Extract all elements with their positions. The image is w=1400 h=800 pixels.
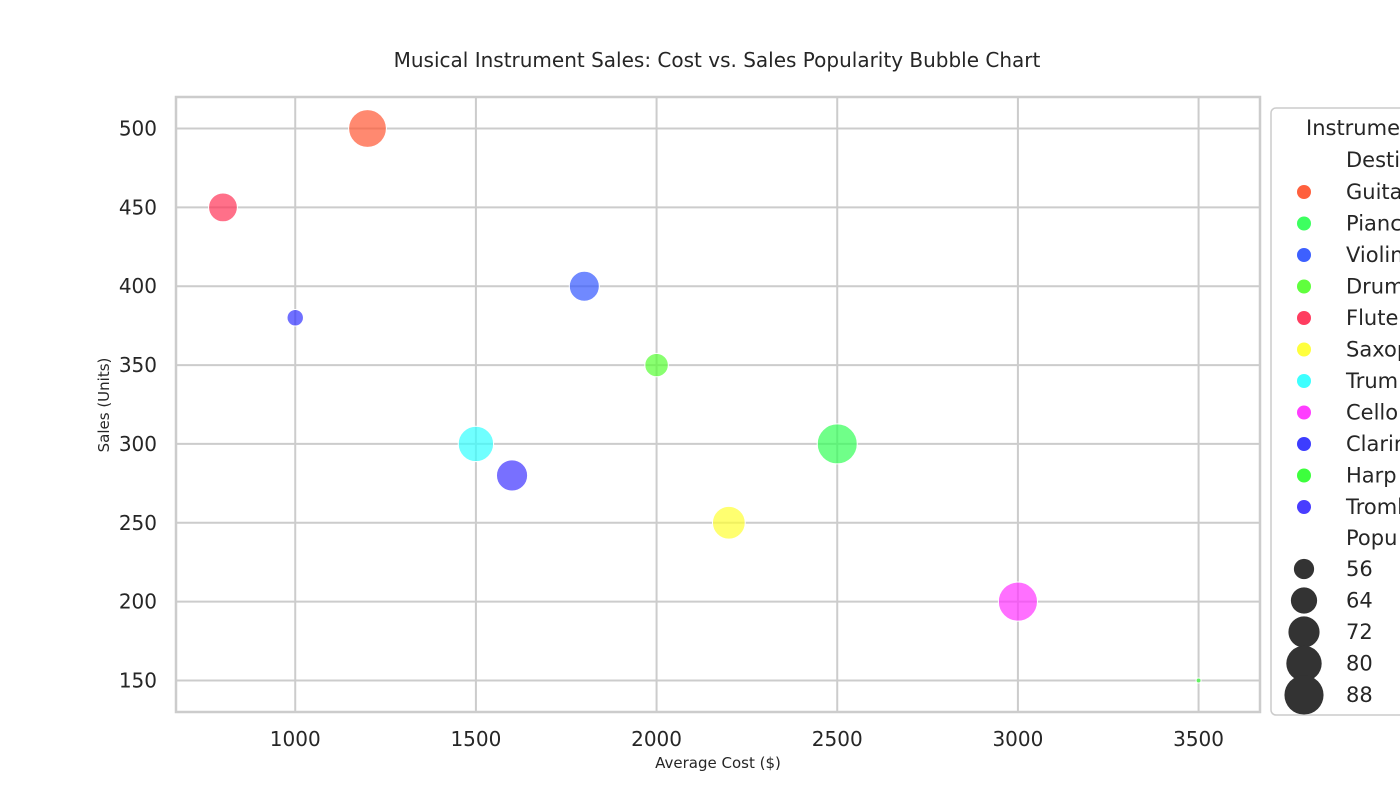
legend-hue-entries: Guita Pianc Violin Drum Flute Saxop Trump Cello…: [1297, 180, 1400, 519]
legend: Instrume Destir Guita Pianc Violin Drum Flut…: [1270, 107, 1400, 716]
bubble-point: [568, 270, 600, 302]
legend-hue-label: Trump: [1345, 369, 1400, 393]
legend-size-label: 88: [1346, 683, 1373, 707]
legend-color-marker: [1297, 279, 1311, 294]
y-tick-label: 500: [119, 117, 157, 141]
legend-size-label: 64: [1346, 589, 1373, 613]
legend-color-marker: [1297, 500, 1311, 514]
bubble-point: [997, 581, 1038, 622]
legend-hue-label: Clarin: [1346, 432, 1400, 456]
chart-title: Musical Instrument Sales: Cost vs. Sales…: [394, 48, 1041, 72]
legend-color-marker: [1297, 185, 1311, 199]
x-tick-label: 2500: [812, 727, 863, 751]
y-tick-label: 400: [119, 274, 157, 298]
legend-title: Instrume: [1306, 116, 1400, 140]
bubble-point: [208, 192, 238, 223]
plot-frame: [174, 95, 1262, 714]
y-axis-label: Sales (Units): [95, 358, 113, 453]
legend-hue-label: Flute: [1346, 306, 1398, 330]
y-tick-labels: 150 200 250 300 350 400 450 500: [119, 117, 157, 693]
legend-size-marker: [1293, 558, 1315, 580]
legend-hue-label: Tromb: [1345, 495, 1400, 519]
bubble-point: [495, 459, 529, 492]
bubble-point: [457, 425, 495, 463]
legend-size-marker: [1284, 675, 1324, 715]
x-tick-label: 1000: [270, 727, 321, 751]
legend-size-title: Popu: [1346, 526, 1397, 550]
legend-size-label: 80: [1346, 652, 1373, 676]
y-tick-label: 150: [119, 668, 157, 692]
x-tick-labels: 1000 1500 2000 2500 3000 3500: [270, 727, 1224, 751]
legend-size-entries: 56 64 72 80 88: [1284, 557, 1373, 715]
legend-color-marker: [1297, 374, 1311, 388]
legend-size-marker: [1288, 616, 1320, 648]
legend-size-marker: [1290, 587, 1318, 614]
data-points: [208, 109, 1202, 684]
legend-hue-label: Violin: [1346, 243, 1400, 267]
grid: [176, 97, 1260, 712]
x-tick-label: 3500: [1173, 727, 1224, 751]
y-tick-label: 250: [119, 511, 157, 535]
bubble-point: [286, 309, 304, 327]
bubble-point: [348, 109, 387, 148]
x-tick-label: 3000: [992, 727, 1043, 751]
legend-hue-label: Cello: [1346, 401, 1398, 425]
legend-color-marker: [1297, 437, 1311, 451]
legend-color-marker: [1297, 342, 1311, 357]
bubble-point: [816, 423, 858, 465]
legend-color-marker: [1297, 311, 1311, 325]
legend-size-label: 56: [1346, 557, 1373, 581]
legend-hue-label: Saxop: [1346, 338, 1400, 362]
legend-hue-label: Pianc: [1346, 212, 1400, 236]
legend-color-marker: [1297, 216, 1311, 231]
y-tick-label: 200: [119, 590, 157, 614]
y-tick-label: 350: [119, 353, 157, 377]
legend-hue-label: Guita: [1346, 180, 1400, 204]
bubble-point: [1195, 677, 1202, 684]
legend-color-marker: [1297, 405, 1311, 420]
bubble-point: [711, 505, 746, 540]
legend-color-marker: [1297, 248, 1311, 262]
x-tick-label: 1500: [450, 727, 501, 751]
legend-hue-label: Drum: [1346, 275, 1400, 299]
legend-hue-title: Destir: [1346, 148, 1400, 172]
y-tick-label: 300: [119, 432, 157, 456]
legend-size-label: 72: [1346, 620, 1373, 644]
legend-size-marker: [1286, 645, 1322, 682]
x-axis-label: Average Cost ($): [655, 754, 781, 772]
legend-hue-label: Harp: [1346, 464, 1397, 488]
legend-color-marker: [1297, 468, 1311, 483]
x-tick-label: 2000: [631, 727, 682, 751]
bubble-point: [644, 352, 669, 378]
y-tick-label: 450: [119, 195, 157, 219]
